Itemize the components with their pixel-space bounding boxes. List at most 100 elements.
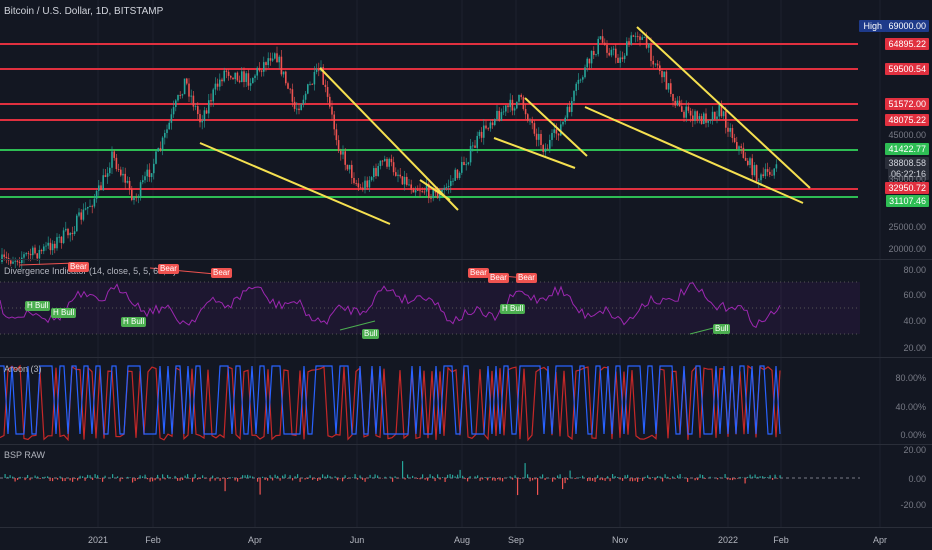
candle-body bbox=[432, 188, 434, 199]
candle-body bbox=[355, 183, 357, 184]
candle-body bbox=[656, 63, 659, 66]
candle-body bbox=[1, 254, 3, 262]
candle-body bbox=[689, 110, 692, 116]
bsp-bar bbox=[197, 478, 199, 480]
candle-body bbox=[32, 247, 34, 256]
bsp-bar bbox=[284, 474, 286, 478]
candle-body bbox=[190, 95, 192, 97]
time-axis-label: Sep bbox=[507, 535, 525, 545]
bsp-bar bbox=[434, 478, 436, 482]
symbol-title[interactable]: Bitcoin / U.S. Dollar, 1D, BITSTAMP bbox=[4, 6, 164, 17]
bsp-bar bbox=[392, 478, 394, 482]
level-tag[interactable]: 51572.00 bbox=[885, 98, 929, 110]
bsp-bar bbox=[334, 476, 336, 478]
candle-body bbox=[377, 166, 379, 177]
bsp-bar bbox=[632, 478, 634, 482]
bsp-axis-tick: 0.00 bbox=[908, 474, 926, 484]
bsp-bar bbox=[514, 475, 516, 478]
candle-body bbox=[417, 190, 419, 191]
candle-body bbox=[621, 57, 624, 60]
candle-body bbox=[379, 160, 382, 167]
candle-body bbox=[480, 131, 483, 138]
candle-body bbox=[254, 75, 256, 79]
candle-body bbox=[494, 119, 496, 126]
candle-body bbox=[401, 176, 404, 185]
pane-separator[interactable] bbox=[0, 259, 932, 260]
candle-body bbox=[540, 133, 542, 145]
candle-body bbox=[111, 151, 113, 168]
candle-body bbox=[194, 106, 197, 107]
bsp-bar bbox=[397, 478, 399, 479]
pane-separator[interactable] bbox=[0, 357, 932, 358]
pane-separator[interactable] bbox=[0, 444, 932, 445]
candle-body bbox=[236, 72, 239, 81]
bsp-bar bbox=[594, 478, 596, 482]
bsp-bar bbox=[754, 474, 756, 478]
candle-body bbox=[298, 108, 300, 111]
bsp-bar bbox=[322, 474, 324, 478]
level-tag[interactable]: 64895.22 bbox=[885, 38, 929, 50]
bsp-bar bbox=[437, 474, 439, 478]
bsp-bar bbox=[577, 477, 579, 478]
candle-body bbox=[18, 261, 21, 264]
bsp-bar bbox=[502, 478, 504, 482]
bsp-bar bbox=[99, 478, 101, 479]
candle-body bbox=[729, 128, 731, 132]
candle-body bbox=[454, 169, 456, 181]
aroon-up-line bbox=[0, 365, 781, 435]
aroon-indicator-title[interactable]: Aroon (3) bbox=[4, 364, 42, 374]
candle-body bbox=[333, 114, 335, 130]
candle-body bbox=[698, 116, 701, 120]
candle-body bbox=[560, 124, 562, 136]
bsp-bar bbox=[427, 478, 429, 481]
candle-body bbox=[601, 36, 604, 43]
trendline bbox=[199, 142, 391, 225]
bsp-bar bbox=[269, 475, 271, 478]
candle-body bbox=[670, 83, 672, 95]
trendline bbox=[419, 179, 451, 201]
level-tag[interactable]: 32950.72 bbox=[885, 182, 929, 194]
bsp-bar bbox=[27, 474, 29, 478]
bsp-bar bbox=[364, 478, 366, 482]
candle-body bbox=[362, 187, 364, 190]
candle-body bbox=[696, 111, 698, 120]
bsp-bar bbox=[639, 478, 641, 479]
bsp-bar bbox=[62, 478, 64, 482]
candle-body bbox=[542, 144, 544, 152]
candle-body bbox=[421, 191, 423, 193]
candle-body bbox=[5, 256, 8, 259]
bsp-bar bbox=[292, 478, 294, 481]
candle-body bbox=[71, 233, 74, 235]
candle-body bbox=[40, 249, 43, 252]
candle-body bbox=[762, 174, 764, 177]
candle-body bbox=[667, 83, 670, 90]
candle-body bbox=[740, 146, 742, 148]
bsp-bar bbox=[122, 478, 124, 479]
candle-body bbox=[203, 110, 206, 121]
bsp-bar bbox=[314, 478, 316, 479]
candle-body bbox=[95, 190, 98, 199]
divergence-indicator-title[interactable]: Divergence Indicator (14, close, 5, 5, 6… bbox=[4, 266, 177, 276]
level-tag[interactable]: 48075.22 bbox=[885, 114, 929, 126]
candle-body bbox=[62, 230, 65, 244]
candle-body bbox=[183, 78, 186, 95]
candle-body bbox=[399, 174, 401, 177]
bsp-indicator-title[interactable]: BSP RAW bbox=[4, 450, 46, 460]
bsp-bar bbox=[274, 474, 276, 478]
bsp-bar bbox=[127, 476, 129, 478]
high-label: High bbox=[859, 20, 886, 32]
level-tag[interactable]: 31107.46 bbox=[886, 195, 929, 207]
divergence-oscillator-line bbox=[0, 282, 781, 329]
bsp-bar bbox=[327, 474, 329, 478]
candle-body bbox=[606, 45, 608, 53]
bsp-bar bbox=[752, 476, 754, 478]
bsp-bar bbox=[544, 478, 546, 480]
level-tag[interactable]: 59500.54 bbox=[885, 63, 929, 75]
candle-body bbox=[142, 180, 144, 183]
candle-body bbox=[586, 58, 588, 68]
bsp-bar bbox=[12, 476, 14, 478]
time-axis-label: 2022 bbox=[717, 535, 739, 545]
level-tag[interactable]: 41422.77 bbox=[885, 143, 929, 155]
bsp-bar bbox=[409, 477, 411, 478]
